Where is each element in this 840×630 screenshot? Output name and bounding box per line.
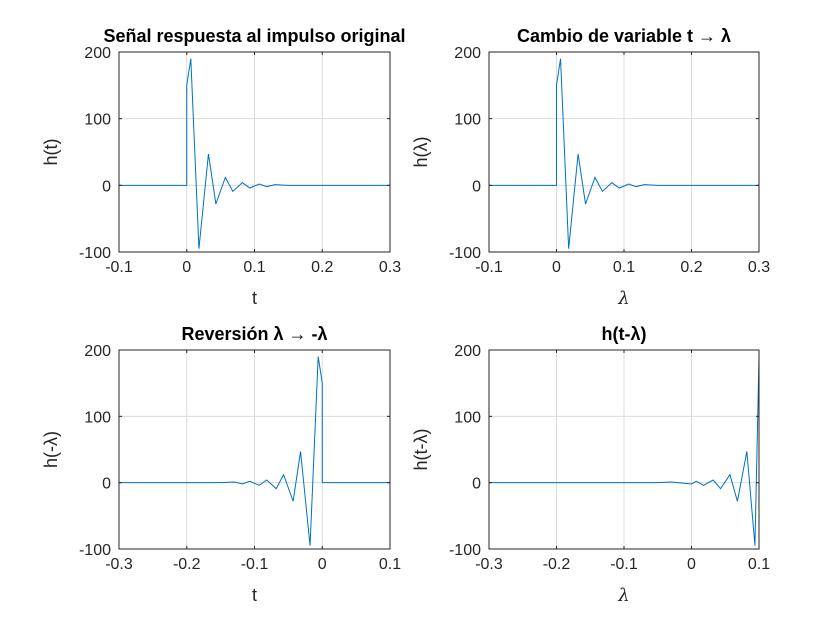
x-tick-label: 0 (687, 556, 696, 573)
x-tick-label: 0 (318, 556, 327, 573)
y-tick-label: -100 (79, 245, 111, 262)
y-tick-label: 0 (102, 476, 111, 493)
x-tick-label: 0.1 (243, 259, 265, 276)
x-tick-label: 0.2 (311, 259, 333, 276)
x-tick-label: 0.3 (748, 259, 770, 276)
series-line-1 (489, 58, 759, 249)
x-tick-label: 0.1 (613, 259, 635, 276)
x-tick-label: 0.1 (748, 556, 770, 573)
x-axis-label: t (252, 585, 257, 605)
subplot-title: Señal respuesta al impulso original (103, 26, 405, 46)
subplot-title: Cambio de variable t → λ (517, 26, 731, 46)
x-tick-label: -0.3 (105, 556, 133, 573)
x-tick-label: 0.2 (680, 259, 702, 276)
y-axis-label: h(λ) (411, 137, 431, 168)
y-tick-label: -100 (449, 245, 481, 262)
x-tick-label: 0.1 (379, 556, 401, 573)
x-tick-label: -0.2 (173, 556, 201, 573)
y-tick-label: -100 (449, 542, 481, 559)
series-line-1 (119, 356, 390, 546)
x-tick-label: 0 (182, 259, 191, 276)
x-tick-label: -0.1 (241, 556, 269, 573)
series-line-1 (119, 58, 390, 249)
y-axis-label: h(t) (41, 139, 61, 166)
y-tick-label: 100 (84, 112, 111, 129)
y-tick-label: 200 (454, 45, 481, 62)
x-axis-label: t (252, 288, 257, 308)
x-axis-label: λ (617, 288, 629, 309)
x-tick-label: -0.3 (475, 556, 503, 573)
y-tick-label: 200 (84, 45, 111, 62)
subplot-2: -0.1 0 0.1 0.2 0.3 -100 0 100 200 Cambio de varia… (411, 26, 770, 309)
y-tick-label: 200 (84, 343, 111, 360)
y-tick-label: 0 (472, 476, 481, 493)
x-tick-label: -0.1 (475, 259, 503, 276)
y-tick-label: 0 (102, 178, 111, 195)
series-line-1 (489, 356, 760, 546)
y-tick-label: 100 (84, 409, 111, 426)
y-tick-label: -100 (79, 542, 111, 559)
x-tick-label: 0.3 (379, 259, 401, 276)
y-tick-label: 0 (472, 178, 481, 195)
subplot-title: h(t-λ) (602, 324, 647, 344)
y-tick-label: 100 (454, 409, 481, 426)
y-axis-label: h(t-λ) (411, 429, 431, 471)
subplot-title: Reversión λ → -λ (181, 324, 327, 344)
x-tick-label: -0.2 (543, 556, 571, 573)
x-tick-label: -0.1 (610, 556, 638, 573)
y-axis-label: h(-λ) (41, 431, 61, 468)
x-tick-label: -0.1 (105, 259, 133, 276)
y-tick-label: 200 (454, 343, 481, 360)
subplot-3: -0.3 -0.2 -0.1 0 0.1 -100 0 100 200 Reversión λ →… (41, 324, 401, 605)
x-axis-label: λ (617, 585, 629, 606)
y-tick-label: 100 (454, 112, 481, 129)
x-tick-label: 0 (552, 259, 561, 276)
subplot-4: -0.3 -0.2 -0.1 0 0.1 -100 0 100 200 h(t-λ) λ h(t-λ) (411, 324, 770, 606)
